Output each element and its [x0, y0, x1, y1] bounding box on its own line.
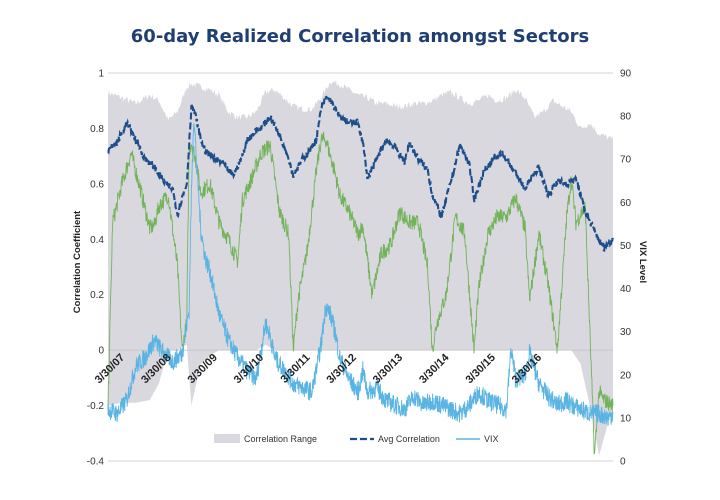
left-tick-label: 0.6 — [90, 179, 104, 190]
avg-correlation-line — [107, 95, 614, 252]
left-tick-label: 0.2 — [90, 290, 104, 301]
right-tick-label: 90 — [620, 69, 632, 80]
right-tick-label: 0 — [620, 457, 626, 468]
right-tick-label: 40 — [620, 284, 632, 295]
left-axis-title: Correlation Coefficient — [72, 210, 83, 313]
legend-label-vix: VIX — [484, 434, 499, 444]
chart-title: 60-day Realized Correlation amongst Sect… — [131, 26, 589, 47]
plot-area — [107, 72, 614, 462]
legend-label-avg: Avg Correlation — [378, 434, 440, 444]
right-tick-label: 60 — [620, 198, 632, 209]
left-tick-label: 0.4 — [90, 235, 104, 246]
right-tick-label: 50 — [620, 241, 632, 252]
x-tick-label: 3/30/13 — [371, 352, 405, 386]
right-tick-label: 70 — [620, 155, 632, 166]
legend-label-range: Correlation Range — [244, 434, 317, 444]
vix-line — [107, 123, 614, 426]
right-axis-ticks: 90 80 70 60 50 40 30 20 10 0 — [620, 69, 632, 468]
right-tick-label: 20 — [620, 370, 632, 381]
legend: Correlation Range Avg Correlation VIX — [214, 434, 499, 444]
right-tick-label: 30 — [620, 327, 632, 338]
correlation-range-area — [108, 79, 613, 456]
left-tick-label: 0.8 — [90, 124, 104, 135]
x-tick-label: 3/30/15 — [463, 352, 497, 386]
left-tick-label: -0.4 — [87, 457, 105, 468]
left-tick-label: -0.2 — [87, 401, 105, 412]
right-tick-label: 80 — [620, 112, 632, 123]
left-tick-label: 0 — [98, 346, 104, 357]
left-axis-ticks: 1 0.8 0.6 0.4 0.2 0 -0.2 -0.4 — [87, 69, 105, 468]
right-tick-label: 10 — [620, 413, 632, 424]
legend-swatch-range — [214, 434, 240, 443]
left-tick-label: 1 — [98, 69, 104, 80]
x-tick-label: 3/30/14 — [417, 351, 452, 386]
right-axis-title: VIX Level — [637, 241, 648, 283]
